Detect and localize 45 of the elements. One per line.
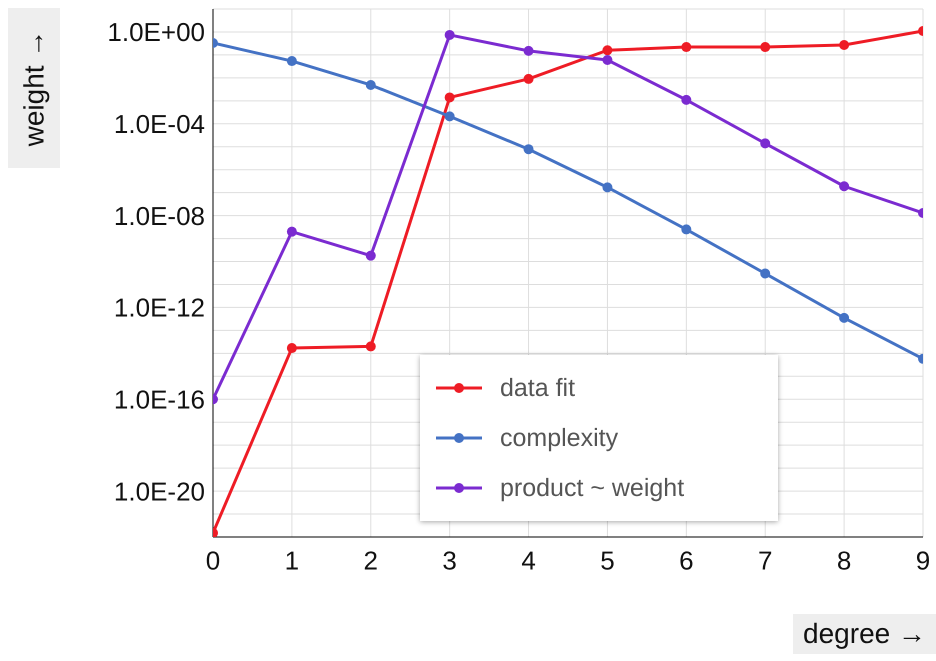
point xyxy=(760,42,770,52)
point xyxy=(602,45,612,56)
point xyxy=(444,30,455,40)
point xyxy=(444,111,455,122)
point xyxy=(681,94,692,105)
point xyxy=(366,250,376,261)
point xyxy=(524,74,534,84)
x-tick-label: 6 xyxy=(679,545,694,576)
point xyxy=(602,55,612,66)
point xyxy=(286,226,297,237)
legend-label: complexity xyxy=(500,424,618,452)
x-tick-label: 2 xyxy=(364,545,378,576)
y-tick-label: 1.0E-20 xyxy=(114,476,205,506)
point xyxy=(760,268,770,279)
point xyxy=(366,341,376,352)
point xyxy=(286,56,297,66)
x-axis-title: degree → xyxy=(793,614,936,654)
x-tick-label: 0 xyxy=(206,545,220,576)
x-tick-label: 8 xyxy=(836,545,852,576)
point xyxy=(839,40,850,50)
y-tick-label: 1.0E-08 xyxy=(114,200,205,231)
legend-label: data fit xyxy=(500,374,576,402)
y-tick-label: 1.0E-04 xyxy=(114,109,205,140)
point xyxy=(524,46,534,56)
point xyxy=(681,42,692,52)
point xyxy=(839,312,850,323)
point xyxy=(839,181,850,192)
x-tick-label: 7 xyxy=(758,545,772,576)
x-tick-label: 1 xyxy=(284,545,300,576)
x-tick-label: 3 xyxy=(442,545,457,576)
point xyxy=(524,144,534,154)
point xyxy=(681,224,692,234)
point xyxy=(366,80,376,90)
point xyxy=(444,92,455,102)
point xyxy=(760,138,770,148)
y-tick-label: 1.0E-12 xyxy=(114,292,205,323)
y-tick-label: 1.0E+00 xyxy=(107,17,205,48)
y-axis-title: weight → xyxy=(18,30,50,146)
point xyxy=(602,182,612,192)
x-tick-label: 9 xyxy=(916,545,930,576)
legend-label: product ~ weight xyxy=(500,474,684,502)
point xyxy=(286,343,297,354)
x-tick-label: 4 xyxy=(521,545,536,576)
x-tick-label: 5 xyxy=(600,545,615,576)
y-tick-label: 1.0E-16 xyxy=(114,384,205,414)
